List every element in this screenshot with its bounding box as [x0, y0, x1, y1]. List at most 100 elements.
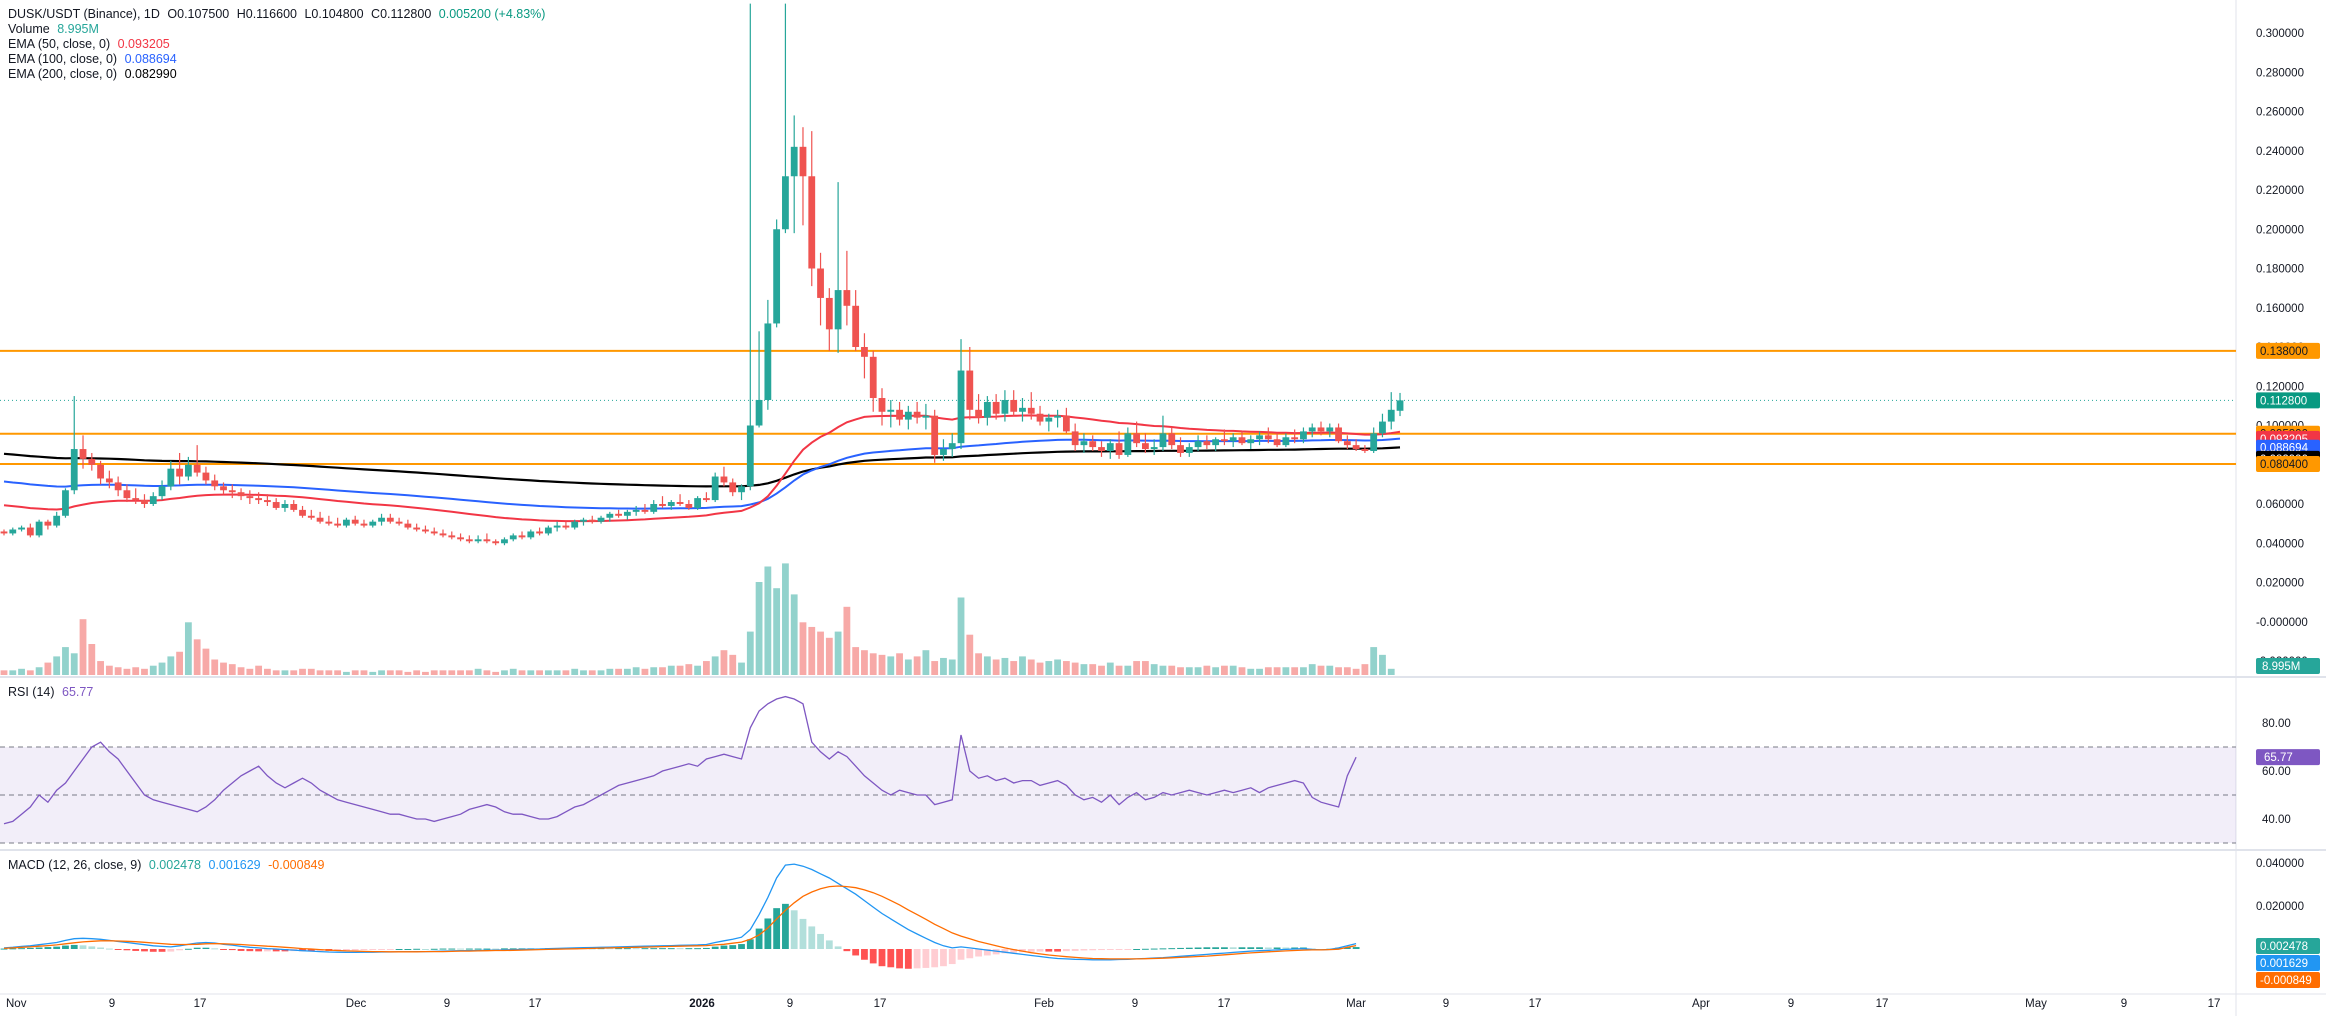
rsi-legend[interactable]: RSI (14) 65.77	[8, 685, 97, 700]
volume-bar	[869, 653, 877, 675]
macd-histogram-bar	[975, 949, 982, 957]
macd-histogram-bar	[97, 947, 104, 949]
candle-body	[1203, 441, 1211, 446]
volume-bar	[667, 665, 675, 675]
volume-bar	[343, 671, 350, 675]
volume-bar	[18, 668, 25, 675]
candle-body	[1106, 443, 1114, 452]
candle-body	[386, 517, 394, 522]
price-tick-label: 0.020000	[2256, 578, 2304, 590]
candle-body	[825, 297, 833, 330]
volume-bar	[650, 667, 658, 675]
macd-histogram-bar	[615, 948, 622, 950]
macd-histogram-bar	[193, 947, 201, 949]
macd-histogram-bar	[764, 918, 772, 949]
ema100-value: 0.088694	[124, 52, 177, 66]
macd-histogram-bar	[26, 947, 34, 949]
candle-body	[1291, 437, 1299, 440]
price-tick-label: 0.060000	[2256, 499, 2304, 511]
macd-histogram-bar	[9, 948, 17, 950]
candle-body	[105, 478, 113, 483]
time-tick-label: 17	[1876, 998, 1889, 1010]
volume-bar	[975, 653, 982, 675]
candle-body	[422, 529, 429, 532]
volume-bar	[1071, 662, 1079, 675]
volume-bar	[1098, 665, 1105, 675]
ema100-row[interactable]: EMA (100, close, 0) 0.088694	[8, 52, 549, 67]
candle-body	[571, 521, 579, 528]
price-tick-label: 0.300000	[2256, 28, 2304, 40]
candle-body	[597, 517, 605, 522]
macd-histogram-bar	[246, 949, 254, 952]
volume-bar	[632, 667, 640, 675]
volume-bar	[1379, 654, 1386, 675]
candle-body	[1010, 399, 1018, 412]
macd-histogram-bar	[1177, 947, 1184, 949]
volume-bar	[465, 670, 473, 675]
price-tick-label: 0.220000	[2256, 185, 2304, 197]
candle-body	[694, 498, 702, 508]
volume-bar	[264, 668, 271, 675]
level-label-high: 0.138000	[2260, 346, 2308, 358]
macd-histogram-bar	[790, 910, 798, 949]
volume-bar	[896, 653, 903, 675]
time-tick-label: 17	[1529, 998, 1542, 1010]
candle-body	[615, 513, 622, 516]
volume-bar	[1229, 665, 1237, 675]
candle-body	[44, 521, 52, 526]
volume-bar	[817, 631, 824, 675]
volume-bar	[448, 670, 456, 675]
candle-body	[896, 409, 903, 420]
candle-body	[1308, 427, 1316, 432]
macd-histogram-bar	[1142, 948, 1149, 950]
macd-histogram-bar	[746, 939, 754, 949]
volume-bar	[1142, 661, 1149, 675]
volume-bar	[1010, 661, 1018, 675]
candle-body	[53, 515, 61, 526]
candle-body	[114, 482, 122, 491]
time-tick-label: 9	[1132, 998, 1138, 1010]
candle-body	[1054, 415, 1061, 418]
candle-body	[1124, 433, 1132, 455]
volume-bar	[176, 651, 183, 675]
high-value: H0.116600	[236, 7, 297, 21]
macd-histogram-bar	[158, 949, 166, 952]
macd-histogram-bar	[307, 949, 315, 952]
volume-bar	[509, 668, 517, 675]
volume-bar	[1264, 667, 1272, 675]
volume-row[interactable]: Volume 8.995M	[8, 22, 549, 37]
main-legend: DUSK/USDT (Binance), 1D O0.107500 H0.116…	[8, 7, 549, 82]
macd-histogram-bar	[1054, 949, 1061, 952]
volume-bar	[1238, 667, 1246, 675]
candle-body	[808, 176, 816, 269]
macd-histogram-bar	[176, 949, 183, 951]
candle-body	[720, 476, 728, 483]
rsi-axis-value: 65.77	[2264, 752, 2293, 764]
macd-histogram-bar	[237, 949, 245, 951]
macd-histogram-bar	[1221, 947, 1228, 949]
macd-histogram-bar	[378, 949, 385, 950]
symbol-title[interactable]: DUSK/USDT (Binance), 1D	[8, 7, 160, 21]
volume-bar	[316, 670, 324, 675]
volume-bar	[44, 662, 52, 675]
volume-bar	[211, 659, 219, 675]
macd-histogram-bar	[773, 908, 781, 949]
price-tick-label: 0.260000	[2256, 107, 2304, 119]
macd-histogram-bar	[167, 949, 175, 952]
macd-histogram-bar	[422, 949, 429, 950]
ema50-value: 0.093205	[117, 37, 170, 51]
volume-bar	[1036, 662, 1044, 675]
macd-histogram-bar	[650, 948, 658, 950]
candle-body	[509, 535, 517, 540]
candle-body	[457, 537, 464, 540]
macd-histogram-bar	[834, 946, 842, 949]
time-tick-label: Nov	[6, 998, 27, 1010]
macd-legend[interactable]: MACD (12, 26, close, 9) 0.002478 0.00162…	[8, 858, 328, 873]
ema50-row[interactable]: EMA (50, close, 0) 0.093205	[8, 37, 549, 52]
ema200-row[interactable]: EMA (200, close, 0) 0.082990	[8, 67, 549, 82]
macd-histogram-bar	[1229, 947, 1237, 949]
candle-body	[299, 509, 306, 516]
candle-body	[983, 401, 991, 418]
candle-body	[773, 229, 781, 324]
